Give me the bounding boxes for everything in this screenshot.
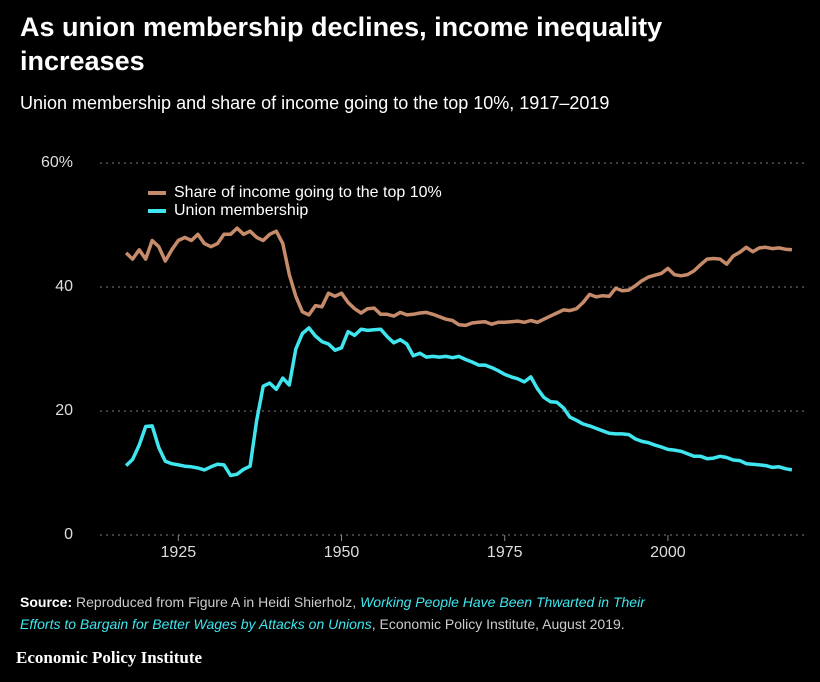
x-tick-label: 1925	[161, 544, 197, 561]
source-link[interactable]: Efforts to Bargain for Better Wages by A…	[20, 616, 372, 632]
source-link[interactable]: Working People Have Been Thwarted in The…	[360, 594, 646, 610]
source-label: Source:	[20, 594, 72, 610]
y-tick-label: 20	[55, 402, 73, 419]
legend-label: Share of income going to the top 10%	[174, 184, 442, 201]
y-tick-label: 40	[55, 278, 73, 295]
chart-title: increases	[20, 46, 145, 76]
source-text: Reproduced from Figure A in Heidi Shierh…	[76, 594, 356, 610]
y-tick-label: 60%	[41, 154, 73, 171]
chart-subtitle: Union membership and share of income goi…	[20, 93, 609, 113]
source: Efforts to Bargain for Better Wages by A…	[20, 616, 625, 632]
x-tick-label: 1950	[324, 544, 360, 561]
series-line	[124, 326, 793, 478]
source: Source: Reproduced from Figure A in Heid…	[20, 594, 646, 610]
series-line	[124, 226, 793, 328]
x-tick-label: 2000	[650, 544, 686, 561]
x-tick-label: 1975	[487, 544, 523, 561]
legend-label: Union membership	[174, 202, 308, 219]
brand: Economic Policy Institute	[16, 648, 202, 667]
y-tick-label: 0	[64, 526, 73, 543]
chart-title: As union membership declines, income ine…	[20, 12, 662, 42]
source-text: , Economic Policy Institute, August 2019…	[372, 616, 625, 632]
